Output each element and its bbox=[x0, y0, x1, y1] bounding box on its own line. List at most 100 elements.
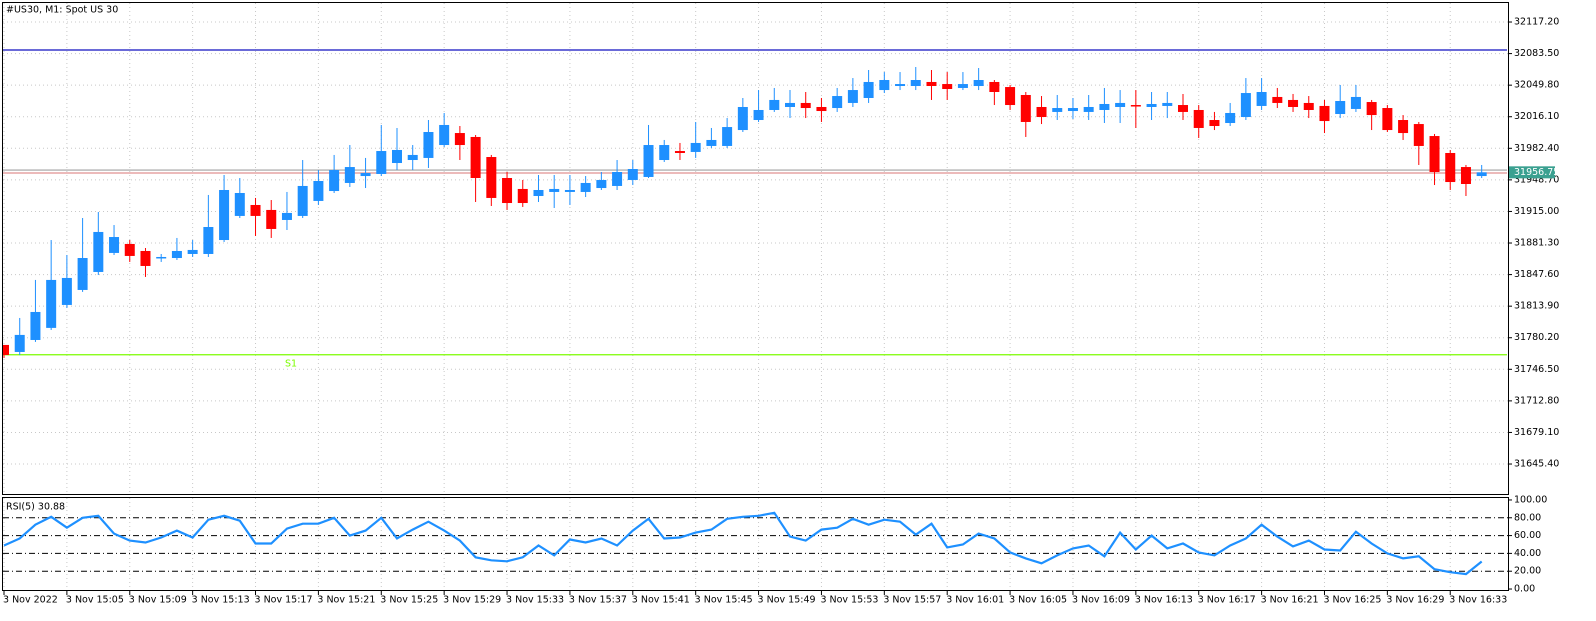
y-tick-label: 31679.10 bbox=[1514, 427, 1559, 438]
y-tick-label: 31746.50 bbox=[1514, 364, 1559, 375]
candle-body bbox=[313, 181, 324, 201]
candle-body bbox=[957, 84, 968, 88]
candle-body bbox=[785, 102, 795, 107]
candle-body bbox=[1382, 108, 1393, 131]
candle-body bbox=[250, 204, 261, 216]
candle-body bbox=[187, 249, 198, 254]
candle-body bbox=[1350, 96, 1361, 109]
x-tick-label: 3 Nov 15:49 bbox=[758, 595, 816, 606]
candle-body bbox=[1460, 167, 1471, 184]
x-tick-label: 3 Nov 15:13 bbox=[192, 595, 250, 606]
candle-body bbox=[14, 334, 25, 352]
candle-body bbox=[61, 277, 72, 305]
price-box bbox=[1509, 166, 1555, 179]
candle-body bbox=[973, 80, 984, 87]
x-tick-label: 3 Nov 15:41 bbox=[632, 595, 690, 606]
candle-body bbox=[612, 172, 623, 186]
x-tick-label: 3 Nov 16:05 bbox=[1009, 595, 1067, 606]
candle-body bbox=[1413, 124, 1424, 146]
candle-body bbox=[1445, 152, 1456, 183]
y-tick-label: 31915.00 bbox=[1514, 206, 1559, 217]
candle-body bbox=[1272, 96, 1283, 103]
y-tick-label: 32016.10 bbox=[1514, 111, 1559, 122]
y-tick-label: 32117.20 bbox=[1514, 17, 1559, 28]
candle-body bbox=[1193, 109, 1204, 128]
candle-body bbox=[171, 250, 182, 259]
candle-body bbox=[77, 258, 88, 290]
candle-body bbox=[800, 102, 811, 109]
x-tick-label: 3 Nov 15:05 bbox=[66, 595, 124, 606]
candle-body bbox=[454, 133, 465, 146]
candle-body bbox=[737, 106, 748, 131]
candle-body bbox=[1036, 106, 1047, 118]
main-pane bbox=[2, 2, 1509, 495]
candle-body bbox=[502, 178, 513, 204]
candle-body bbox=[1083, 106, 1094, 112]
level-label: S1 bbox=[285, 358, 297, 369]
y-tick-label: 31881.30 bbox=[1514, 238, 1559, 249]
y-tick-label: 31780.20 bbox=[1514, 332, 1559, 343]
candle-body bbox=[344, 167, 355, 183]
y-tick-label: 20.00 bbox=[1514, 566, 1541, 577]
candle-body bbox=[1225, 112, 1236, 124]
x-tick-label: 3 Nov 15:57 bbox=[883, 595, 941, 606]
candle-body bbox=[533, 189, 544, 196]
y-tick-label: 31948.70 bbox=[1514, 174, 1559, 185]
rsi-title: RSI(5) 30.88 bbox=[6, 502, 65, 513]
candle-body bbox=[1178, 105, 1188, 112]
y-tick-label: 31813.90 bbox=[1514, 301, 1559, 312]
candle-body bbox=[1099, 103, 1110, 110]
x-tick-label: 3 Nov 15:09 bbox=[129, 595, 187, 606]
candle-body bbox=[910, 80, 921, 87]
x-tick-label: 3 Nov 15:53 bbox=[820, 595, 878, 606]
candle-body bbox=[989, 81, 1000, 93]
x-tick-label: 3 Nov 15:45 bbox=[695, 595, 753, 606]
candle-body bbox=[674, 151, 685, 153]
candle-body bbox=[832, 96, 843, 109]
candle-body bbox=[1366, 102, 1377, 116]
candle-body bbox=[879, 80, 890, 91]
candle-body bbox=[1335, 100, 1346, 115]
candle-body bbox=[1162, 102, 1173, 106]
candle-body bbox=[486, 157, 497, 198]
candle-body bbox=[769, 99, 780, 110]
y-tick-label: 31982.40 bbox=[1514, 143, 1559, 154]
candle-body bbox=[1256, 92, 1267, 106]
x-tick-label: 3 Nov 15:17 bbox=[255, 595, 313, 606]
price-box-label: 31956.75 bbox=[1514, 167, 1559, 178]
candle-body bbox=[816, 106, 827, 112]
y-tick-label: 0.00 bbox=[1514, 584, 1535, 595]
candle-body bbox=[360, 173, 371, 177]
candle-body bbox=[863, 81, 874, 98]
x-tick-label: 3 Nov 16:33 bbox=[1449, 595, 1507, 606]
candle-body bbox=[926, 81, 937, 87]
x-tick-label: 3 Nov 16:21 bbox=[1261, 595, 1319, 606]
candle-body bbox=[753, 109, 764, 121]
candle-body bbox=[1130, 105, 1141, 107]
y-tick-label: 60.00 bbox=[1514, 530, 1541, 541]
candle-body bbox=[407, 154, 418, 161]
candle-body bbox=[329, 170, 340, 192]
candle-body bbox=[203, 226, 214, 254]
y-tick-label: 31645.40 bbox=[1514, 459, 1559, 470]
candle-body bbox=[156, 256, 167, 259]
candle-body bbox=[266, 209, 277, 229]
candle-body bbox=[722, 127, 733, 146]
candle-body bbox=[942, 84, 953, 90]
x-tick-label: 3 Nov 15:21 bbox=[317, 595, 375, 606]
candle-body bbox=[93, 231, 104, 272]
candle-body bbox=[1146, 103, 1157, 107]
y-tick-label: 100.00 bbox=[1514, 494, 1547, 505]
candle-body bbox=[1067, 108, 1078, 112]
candle-body bbox=[706, 139, 717, 146]
x-tick-label: 3 Nov 15:33 bbox=[506, 595, 564, 606]
candle-body bbox=[3, 344, 9, 355]
candle-body bbox=[1319, 105, 1330, 122]
x-tick-label: 3 Nov 16:09 bbox=[1072, 595, 1130, 606]
y-tick-label: 40.00 bbox=[1514, 548, 1541, 559]
candle-body bbox=[643, 145, 654, 177]
chart-title: #US30, M1: Spot US 30 bbox=[6, 5, 118, 16]
x-tick-label: 3 Nov 16:17 bbox=[1198, 595, 1256, 606]
